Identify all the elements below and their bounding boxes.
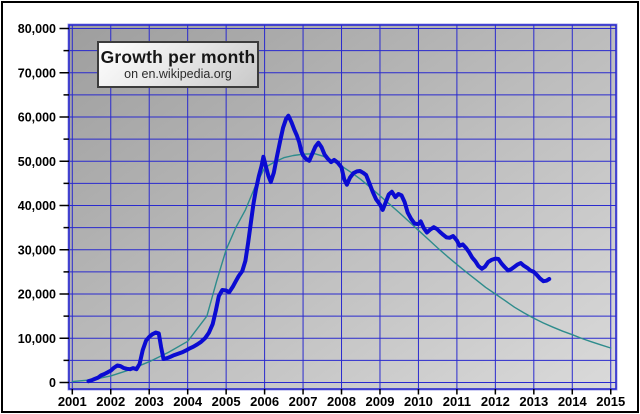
- x-axis-label: 2011: [443, 394, 471, 409]
- x-axis-label: 2004: [173, 394, 203, 409]
- x-axis-label: 2001: [58, 394, 87, 409]
- y-axis-label: 20,000: [18, 288, 56, 302]
- plot-border: [68, 24, 617, 390]
- new-articles-per-month-actual-line: [86, 113, 552, 384]
- x-axis-label: 2003: [135, 394, 164, 409]
- x-axis-label: 2010: [404, 394, 433, 409]
- y-axis-label: 50,000: [18, 155, 56, 169]
- x-axis-label: 2002: [96, 394, 125, 409]
- y-axis-label: 0: [49, 376, 56, 390]
- chart-title: Growth per month: [100, 47, 256, 68]
- y-axis-label: 60,000: [18, 111, 56, 125]
- x-axis-label: 2006: [250, 394, 279, 409]
- y-axis-label: 10,000: [18, 332, 56, 346]
- x-axis-label: 2013: [519, 394, 548, 409]
- x-axis-label: 2008: [327, 394, 356, 409]
- x-axis-label: 2005: [212, 394, 241, 409]
- y-axis-label: 40,000: [18, 199, 56, 213]
- x-axis-label: 2015: [596, 394, 625, 409]
- x-axis-label: 2009: [366, 394, 395, 409]
- growth-model-fit-line: [71, 152, 612, 383]
- chart-title-box: Growth per month on en.wikipedia.org: [97, 41, 259, 88]
- x-axis-label: 2014: [558, 394, 588, 409]
- y-axis-label: 70,000: [18, 66, 56, 80]
- x-axis-label: 2012: [481, 394, 510, 409]
- x-axis-label: 2007: [289, 394, 318, 409]
- y-axis-label: 80,000: [18, 22, 56, 36]
- plot-border-halo: [67, 23, 618, 391]
- y-axis-label: 30,000: [18, 243, 56, 257]
- chart-subtitle: on en.wikipedia.org: [124, 67, 232, 82]
